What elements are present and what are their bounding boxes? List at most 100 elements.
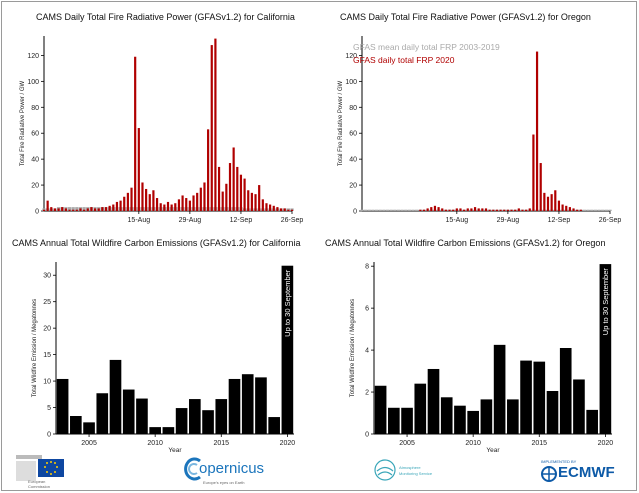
x-tick-label: 29-Aug	[179, 217, 202, 224]
daily-frp-bar	[426, 208, 429, 211]
daily-frp-bar	[97, 208, 100, 211]
annual-emission-bar	[215, 399, 228, 434]
y-tick-label: 2	[365, 390, 369, 397]
y-tick-label: 80	[349, 105, 357, 112]
daily-frp-bar	[57, 208, 60, 211]
mean-frp-bar	[593, 209, 598, 211]
y-axis-label: Total Wildfire Emission / Megatonnes	[32, 299, 38, 397]
daily-frp-bar	[543, 192, 546, 211]
x-axis-label: Year	[168, 447, 182, 452]
daily-frp-bar	[64, 208, 67, 211]
daily-frp-bar	[477, 208, 480, 211]
daily-frp-bar	[554, 190, 557, 211]
annual-emission-bar	[70, 416, 82, 434]
x-tick-label: 15-Aug	[446, 217, 469, 224]
daily-frp-bar	[207, 129, 210, 211]
ecmwf-prefix: IMPLEMENTED BY	[541, 459, 577, 464]
daily-frp-bar	[495, 209, 499, 211]
daily-frp-bar	[290, 209, 294, 211]
mean-frp-bar	[601, 209, 605, 211]
daily-frp-bar	[579, 209, 582, 211]
daily-frp-bar	[239, 174, 243, 211]
california-emissions-chart: 0 5 10 15 20 25 30 Total Wildfire Emission / Me…	[32, 262, 295, 452]
y-tick-label: 0	[35, 209, 39, 216]
annual-emission-bar	[241, 374, 254, 434]
mean-frp-bar	[604, 209, 608, 211]
daily-frp-bar	[466, 208, 469, 211]
y-tick-label: 40	[31, 157, 39, 164]
y-tick-label: 40	[349, 157, 357, 164]
annual-emission-bar	[573, 379, 585, 434]
daily-frp-bar	[130, 187, 133, 211]
daily-frp-bar	[232, 147, 235, 211]
y-tick-label: 80	[31, 105, 39, 112]
daily-frp-bar	[108, 205, 111, 211]
daily-frp-bar	[126, 192, 129, 211]
daily-frp-bar	[155, 198, 159, 211]
daily-frp-bar	[141, 182, 144, 211]
daily-frp-bar	[506, 209, 509, 211]
y-tick-label: 5	[47, 405, 51, 412]
daily-frp-bar	[535, 51, 539, 211]
copernicus-logo-text: opernicus	[199, 460, 265, 477]
daily-frp-bar	[561, 204, 564, 211]
y-axis-label: Total Wildfire Emission / Megatonnes	[350, 299, 356, 397]
daily-frp-bar	[422, 209, 426, 211]
annual-emission-bar	[599, 264, 612, 434]
daily-frp-bar	[166, 201, 170, 211]
daily-frp-bar	[79, 208, 82, 211]
daily-frp-bar	[93, 208, 97, 211]
mean-frp-bar	[82, 207, 86, 211]
daily-frp-bar	[437, 207, 440, 211]
eu-caption-line1: European	[28, 479, 46, 484]
mean-frp-bar	[385, 209, 390, 211]
daily-frp-bar	[228, 163, 232, 211]
daily-frp-bar	[550, 194, 553, 211]
copernicus-tagline: Europe's eyes on Earth	[203, 480, 245, 485]
y-tick-label: 100	[345, 79, 357, 86]
daily-frp-bar	[90, 207, 93, 211]
ecmwf-globe-icon	[541, 466, 557, 482]
mean-frp-bar	[367, 209, 371, 211]
mean-frp-bar	[411, 209, 415, 211]
x-tick-label: 26-Sep	[599, 217, 622, 224]
daily-frp-bar	[137, 128, 140, 211]
x-tick-label: 26-Sep	[281, 217, 304, 224]
annual-emission-bar	[149, 427, 161, 434]
daily-frp-bar	[525, 209, 528, 211]
daily-frp-bar	[123, 196, 126, 211]
daily-frp-bar	[444, 209, 447, 211]
daily-frp-bar	[258, 185, 261, 211]
annual-emission-bar	[281, 265, 294, 434]
daily-frp-bar	[163, 204, 166, 211]
y-axis-label: Total Fire Radiative Power / GW	[338, 80, 344, 166]
california-frp-chart: 0 20 40 60 80 100 120 Total Fire Radiative Powe…	[20, 36, 304, 224]
daily-frp-bar	[53, 208, 57, 211]
y-tick-label: 4	[365, 348, 369, 355]
x-tick-label: 2010	[147, 440, 163, 447]
daily-frp-bar	[145, 188, 148, 211]
cams-name-line2: Monitoring Service	[399, 471, 433, 476]
daily-frp-bar	[269, 204, 272, 211]
y-tick-label: 100	[27, 79, 39, 86]
daily-frp-bar	[247, 190, 250, 211]
mean-frp-bar	[67, 207, 72, 211]
mean-frp-bar	[360, 209, 364, 211]
x-tick-label: 12-Sep	[548, 217, 571, 224]
oregon-frp-chart: 0 20 40 60 80 100 120 Total Fire Radiative Powe…	[338, 36, 622, 224]
annual-emission-bar	[520, 360, 532, 434]
eu-caption-line2: Commission	[28, 484, 51, 489]
cams-name-line1: Atmosphere	[399, 465, 421, 470]
annual-emission-bar	[427, 368, 440, 434]
annual-emission-bar	[559, 348, 572, 434]
y-tick-label: 60	[31, 131, 39, 138]
daily-frp-bar	[514, 209, 517, 211]
daily-frp-bar	[576, 209, 579, 211]
daily-frp-bar	[492, 209, 495, 211]
daily-frp-bar	[565, 205, 568, 211]
daily-frp-bar	[503, 209, 506, 211]
y-tick-label: 120	[345, 53, 357, 60]
y-tick-label: 0	[47, 432, 51, 439]
y-tick-label: 0	[365, 432, 369, 439]
daily-frp-bar	[115, 201, 119, 211]
